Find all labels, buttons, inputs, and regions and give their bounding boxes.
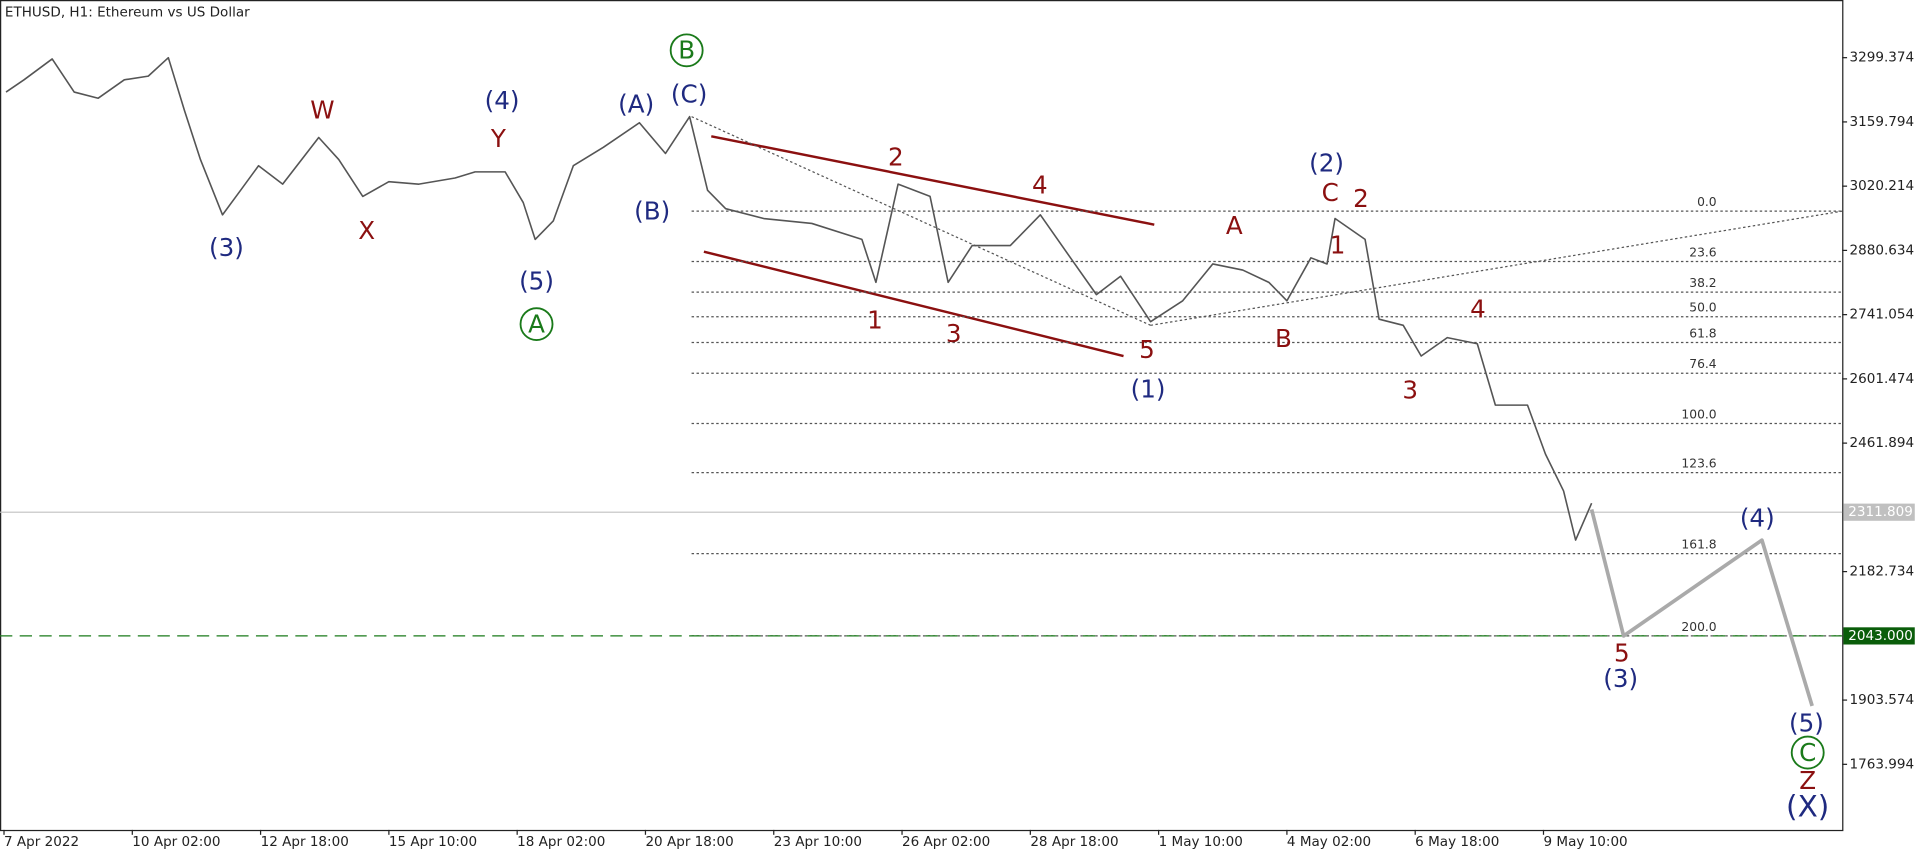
wave-label: 2 — [1353, 184, 1369, 213]
x-tick-label: 9 May 10:00 — [1543, 834, 1627, 850]
wave-label: (B) — [634, 196, 670, 225]
y-tick-label: 2182.734 — [1850, 564, 1915, 580]
wave-label: (C) — [671, 80, 707, 109]
y-tick-label: 1903.574 — [1850, 692, 1915, 708]
wave-label: B — [1275, 324, 1292, 353]
fib-label: 50.0 — [1689, 301, 1716, 315]
y-tick-label: 2880.634 — [1850, 242, 1915, 258]
wave-circle — [669, 33, 704, 68]
wave-label: 2 — [888, 142, 904, 171]
wave-label: X — [358, 216, 375, 245]
wave-label: (A) — [618, 90, 654, 119]
x-tick-label: 7 Apr 2022 — [4, 834, 79, 850]
x-tick-label: 4 May 02:00 — [1287, 834, 1371, 850]
fib-label: 38.2 — [1689, 276, 1716, 290]
wave-label: A — [528, 309, 545, 338]
fib-label: 61.8 — [1689, 326, 1716, 340]
y-tick-label: 2741.054 — [1850, 307, 1915, 323]
wave-label: W — [310, 96, 334, 125]
wave-label: 5 — [1139, 335, 1155, 364]
wave-label: C — [1322, 178, 1339, 207]
wave-label: (4) — [485, 86, 520, 115]
wave-label: Z — [1799, 766, 1816, 795]
fib-label: 200.0 — [1681, 620, 1716, 634]
x-tick-label: 6 May 18:00 — [1415, 834, 1499, 850]
y-tick-label: 3299.374 — [1850, 50, 1915, 66]
plot-frame — [0, 0, 1844, 832]
y-tick-label: 3159.794 — [1850, 114, 1915, 130]
y-tick-label: 3020.214 — [1850, 178, 1915, 194]
wave-label: (5) — [1789, 708, 1824, 737]
level-tag — [1843, 627, 1915, 645]
y-tick-label: 2601.474 — [1850, 371, 1915, 387]
x-tick-label: 26 Apr 02:00 — [902, 834, 990, 850]
wave-label: A — [1226, 211, 1243, 240]
trend-line — [1150, 210, 1843, 326]
x-tick-label: 23 Apr 10:00 — [774, 834, 862, 850]
wave-label: (3) — [1603, 664, 1638, 693]
wave-label: (1) — [1131, 374, 1166, 403]
x-tick-label: 18 Apr 02:00 — [517, 834, 605, 850]
wave-label: 1 — [1330, 231, 1346, 260]
x-tick-label: 15 Apr 10:00 — [389, 834, 477, 850]
level-tag-label: 2043.000 — [1848, 628, 1913, 644]
chart-title: ETHUSD, H1: Ethereum vs US Dollar — [5, 4, 250, 20]
wave-label: 3 — [1402, 376, 1418, 405]
x-tick-label: 20 Apr 18:00 — [645, 834, 733, 850]
fib-label: 23.6 — [1689, 245, 1717, 259]
fib-label: 123.6 — [1681, 457, 1716, 471]
channel-line — [711, 135, 1155, 226]
wave-label: Y — [490, 124, 507, 153]
wave-circle — [519, 307, 554, 341]
wave-label: 4 — [1032, 171, 1048, 200]
fib-label: 0.0 — [1697, 195, 1717, 209]
y-tick-label: 2461.894 — [1850, 435, 1915, 451]
wave-label: (4) — [1740, 503, 1775, 532]
fib-label: 100.0 — [1681, 407, 1716, 421]
wave-label: (2) — [1309, 149, 1344, 178]
x-tick-label: 28 Apr 18:00 — [1030, 834, 1118, 850]
x-tick-label: 1 May 10:00 — [1159, 834, 1243, 850]
fib-label: 161.8 — [1681, 538, 1716, 552]
x-tick-label: 12 Apr 18:00 — [261, 834, 349, 850]
wave-label: (5) — [519, 266, 554, 295]
wave-label: 3 — [946, 319, 962, 348]
wave-label: (X) — [1786, 789, 1829, 823]
wave-circle — [1790, 735, 1825, 770]
wave-label: 5 — [1614, 638, 1630, 667]
channel-line — [703, 250, 1124, 358]
y-tick-label: 1763.994 — [1850, 756, 1915, 772]
wave-label: 4 — [1470, 295, 1486, 324]
wave-label: C — [1799, 738, 1816, 767]
price-series — [1589, 509, 1814, 707]
price-tag — [1843, 503, 1915, 521]
trend-line — [691, 116, 1151, 326]
wave-label: B — [678, 36, 695, 65]
x-tick-label: 10 Apr 02:00 — [132, 834, 220, 850]
price-series — [5, 56, 1593, 541]
wave-label: 1 — [867, 306, 883, 335]
wave-label: (3) — [209, 233, 244, 262]
price-tag-label: 2311.809 — [1848, 504, 1913, 520]
fib-label: 76.4 — [1689, 357, 1717, 371]
